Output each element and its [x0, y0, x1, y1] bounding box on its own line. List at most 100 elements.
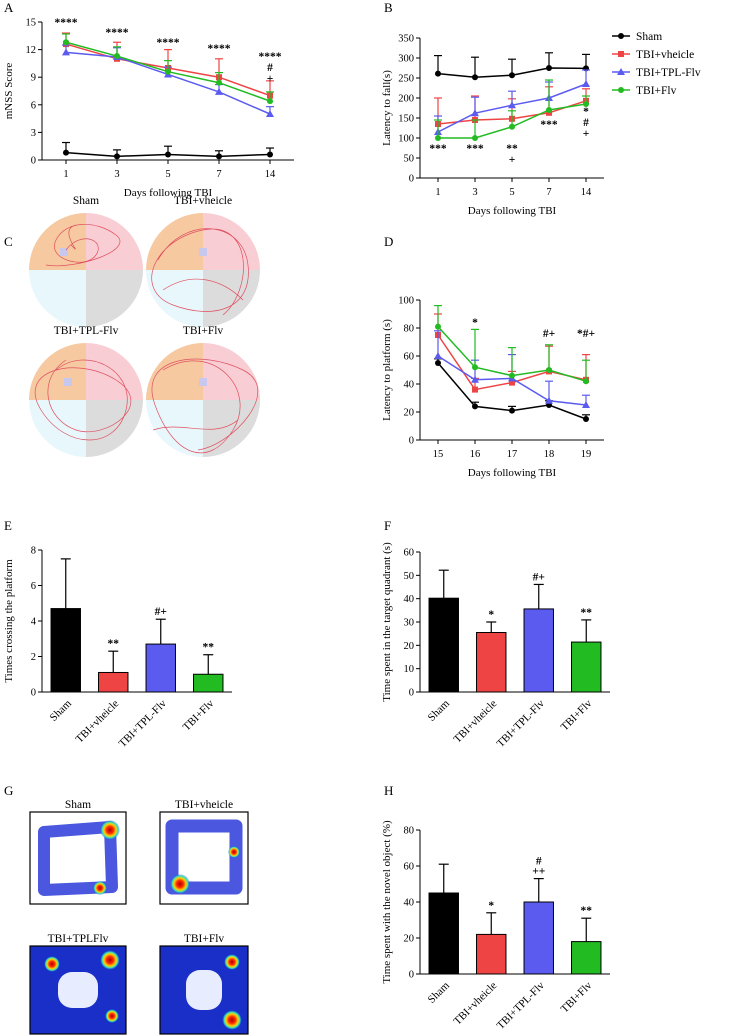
- data-point: [267, 151, 273, 158]
- data-point: [472, 386, 478, 393]
- chart-A-y-tick-label: 9: [31, 73, 36, 84]
- swim-path: [151, 228, 249, 316]
- swim-path: [45, 223, 120, 267]
- x-tick-label: TBI+Flv: [559, 697, 595, 733]
- chart-A-series-3: [62, 33, 274, 105]
- chart-A-x-tick-label: 7: [216, 169, 221, 180]
- heatmap-hotspot: [170, 874, 190, 894]
- significance-label: #+: [543, 328, 555, 340]
- chart-E-y-tick-label: 6: [31, 581, 36, 592]
- quadrant-target: [146, 343, 203, 400]
- chart-D-series-3: [434, 305, 590, 385]
- chart-E-y-tick-label: 4: [31, 617, 37, 628]
- chart-H-y-tick-label: 20: [404, 934, 415, 945]
- heatmap-label-flv: TBI+Flv: [184, 933, 225, 945]
- quadrant: [203, 343, 260, 400]
- chart-A-y-tick-label: 12: [26, 45, 37, 56]
- quadrant: [203, 213, 260, 270]
- quadrant: [86, 400, 143, 457]
- x-tick-label: TBI+vheicle: [74, 698, 122, 746]
- data-point: [63, 39, 69, 46]
- data-point: [114, 53, 120, 60]
- data-point: [546, 107, 552, 113]
- chart-E-y-tick-label: 2: [31, 652, 36, 663]
- quadrant: [86, 213, 143, 270]
- heatmap-flv: TBI+Flv: [159, 933, 249, 1035]
- significance-label: ****: [259, 51, 282, 63]
- chart-B-y-tick-label: 100: [398, 134, 414, 145]
- significance-label: ****: [208, 43, 231, 55]
- chart-E: 0 2 4 6 8 Times crossing the platform Sham ** TB…: [3, 546, 232, 750]
- significance-label: **: [581, 607, 593, 619]
- significance-label: *: [583, 106, 589, 118]
- x-tick-label: Sham: [426, 979, 453, 1006]
- chart-H-y-tick-label: 60: [404, 862, 415, 873]
- data-point: [215, 87, 223, 95]
- chart-F: 0 10 20 30 40 50 60 Time spent in the target qu…: [381, 542, 610, 750]
- chart-A-y-tick-label: 15: [26, 18, 37, 29]
- bar: [145, 643, 176, 693]
- data-point: [583, 101, 589, 107]
- heatmap-hotspot: [224, 954, 240, 970]
- legend-marker-tpl: [617, 68, 625, 75]
- significance-label: #+: [155, 606, 167, 618]
- platform: [64, 378, 72, 386]
- bar: [476, 933, 507, 975]
- chart-A-y-tick-label: 3: [31, 128, 36, 139]
- legend-item-tpl: TBI+TPL-Flv: [612, 67, 701, 79]
- chart-B-x-tick-label: 3: [472, 187, 477, 198]
- quadrant: [203, 400, 260, 457]
- panel-letter-G: G: [4, 783, 13, 798]
- chart-B-y-tick-label: 250: [398, 74, 414, 85]
- legend-label-tpl: TBI+TPL-Flv: [636, 67, 701, 79]
- data-point: [435, 360, 441, 366]
- chart-B-series-0: [434, 52, 590, 81]
- significance-label: *: [488, 609, 494, 621]
- chart-E-y-tick-label: 8: [31, 546, 36, 557]
- maze-label-flv: TBI+Flv: [183, 325, 224, 337]
- significance-label: *#+: [577, 328, 595, 340]
- x-tick-label: Sham: [48, 697, 75, 724]
- significance-label: #: [583, 117, 589, 129]
- data-point: [546, 65, 552, 71]
- panel-letter-B: B: [384, 0, 393, 15]
- chart-A-series-0: [62, 141, 274, 160]
- chart-B-x-tick-label: 7: [546, 187, 551, 198]
- data-point: [471, 375, 479, 383]
- significance-label: **: [506, 143, 518, 155]
- chart-B: 0 50 100 150 200 250 300 350 Latency to fall(s) 1…: [381, 34, 604, 217]
- data-point: [582, 80, 590, 87]
- heatmap-hotspot: [222, 1010, 242, 1030]
- chart-B-y-tick-label: 150: [398, 114, 414, 125]
- data-point: [62, 48, 70, 56]
- chart-H-y-axis-label: Time spent with the novel object (%): [381, 820, 393, 984]
- heatmap-track: [38, 821, 118, 896]
- x-tick-label: TBI+TPL-Flv: [495, 697, 548, 750]
- maze-label-sham: Sham: [73, 195, 99, 207]
- heatmap-hotspot: [105, 1009, 119, 1023]
- platform: [199, 378, 207, 386]
- data-point: [114, 153, 120, 160]
- chart-A-y-tick-label: 6: [31, 100, 36, 111]
- significance-label: *: [488, 900, 494, 912]
- platform: [199, 248, 207, 256]
- data-point: [216, 153, 222, 160]
- chart-A-y-tick-label: 0: [31, 156, 36, 167]
- bar: [428, 597, 459, 693]
- chart-D-x-axis-label: Days following TBI: [468, 467, 557, 479]
- bar: [571, 641, 602, 693]
- x-tick-label: TBI+TPL-Flv: [117, 697, 170, 750]
- maze-tpl: TBI+TPL-Flv: [29, 325, 143, 457]
- chart-D-y-axis-label: Latency to platform (s): [381, 319, 393, 421]
- data-point: [582, 401, 590, 408]
- chart-F-y-tick-label: 40: [404, 594, 415, 605]
- quadrant: [29, 270, 86, 327]
- data-point: [509, 379, 515, 386]
- data-point: [435, 70, 441, 77]
- data-point: [583, 416, 589, 422]
- significance-label: ***: [466, 143, 484, 155]
- chart-D-y-tick-label: 0: [409, 436, 414, 447]
- significance-label: +: [509, 154, 516, 166]
- bar: [523, 901, 554, 975]
